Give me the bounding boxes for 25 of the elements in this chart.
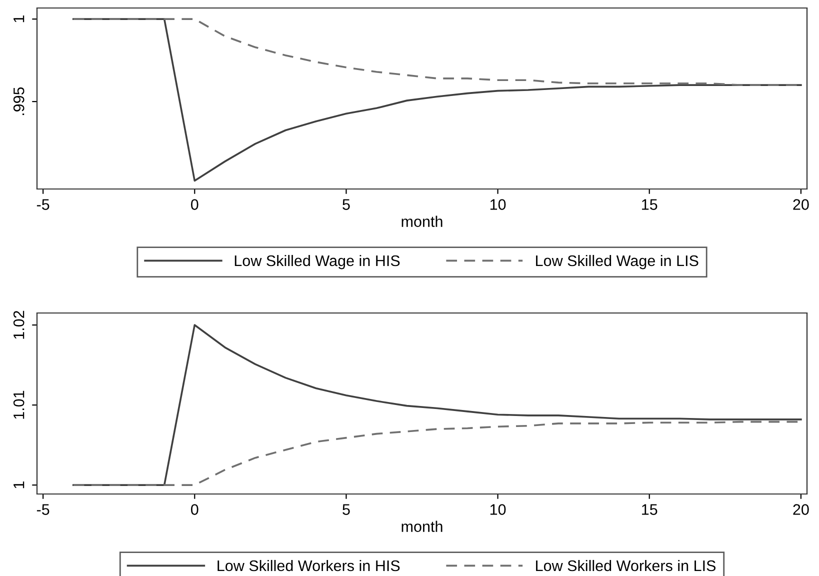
x-tick-label: 15 bbox=[642, 504, 658, 515]
x-axis-title: month bbox=[402, 216, 442, 227]
x-tick-label: 5 bbox=[342, 199, 350, 210]
y-tick-label: 1 bbox=[14, 482, 24, 488]
x-tick-label: 15 bbox=[642, 199, 658, 210]
x-tick-label: 10 bbox=[490, 504, 506, 515]
line-series bbox=[72, 18, 802, 182]
x-tick-label: -5 bbox=[36, 199, 50, 210]
x-tick-label: 0 bbox=[190, 504, 198, 515]
legend-label: Low Skilled Wage in HIS bbox=[234, 254, 400, 270]
x-tick-label: 0 bbox=[190, 199, 198, 210]
x-tick-label: 10 bbox=[490, 199, 506, 210]
y-tick-label: 1.02 bbox=[13, 310, 24, 339]
legend-label: Low Skilled Workers in LIS bbox=[536, 560, 716, 572]
y-tick-label: .995 bbox=[13, 87, 24, 116]
x-tick-label: 20 bbox=[793, 199, 809, 210]
y-tick-label: 1 bbox=[14, 16, 24, 22]
x-tick-label: 5 bbox=[342, 504, 350, 515]
legend-label: Low Skilled Wage in LIS bbox=[536, 254, 698, 270]
x-axis-title: month bbox=[402, 520, 442, 532]
line-series bbox=[72, 324, 802, 486]
x-tick-label: -5 bbox=[36, 504, 50, 515]
y-tick-label: 1.01 bbox=[13, 390, 24, 419]
legend-label: Low Skilled Workers in HIS bbox=[218, 560, 400, 572]
x-tick-label: 20 bbox=[793, 504, 809, 515]
